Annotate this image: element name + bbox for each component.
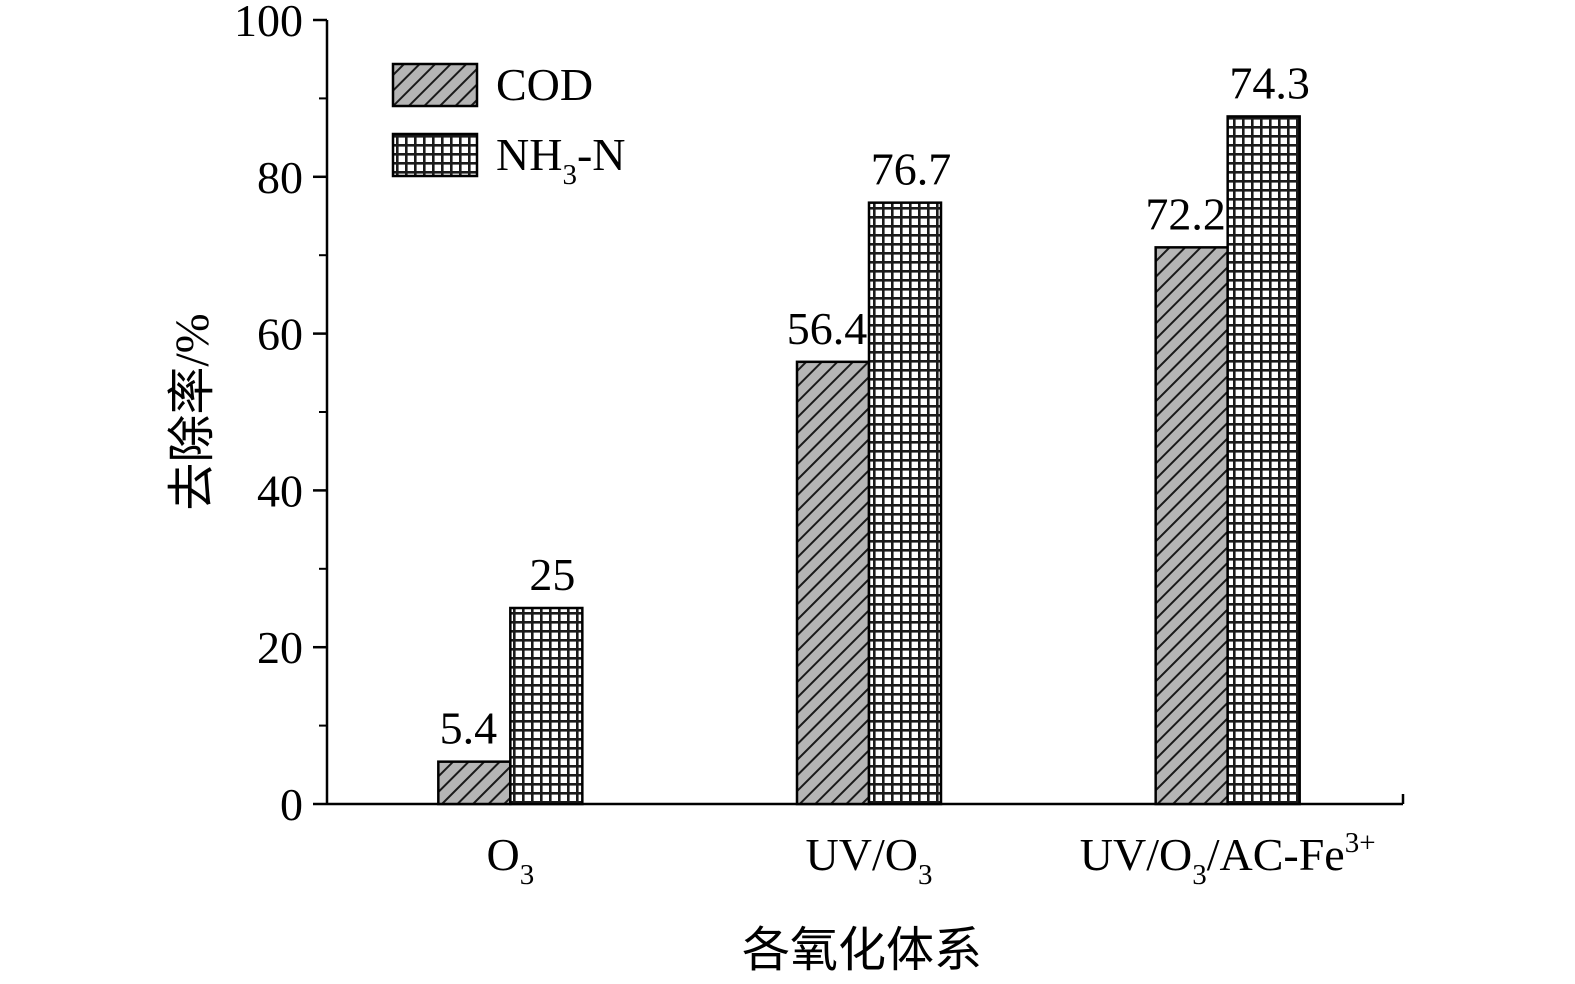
x-tick-label: UV/O3 (806, 829, 933, 891)
bar-nh3-n-1 (867, 201, 943, 806)
legend-label: COD (496, 59, 593, 110)
legend: COD NH3-N (391, 59, 626, 191)
y-tick-label: 40 (257, 465, 303, 516)
legend-swatch (391, 62, 479, 108)
data-label: 76.7 (871, 144, 952, 195)
bar-cod-0 (437, 760, 512, 806)
y-tick-label: 20 (257, 622, 303, 673)
labels: 5.4 25 O3 56.4 76.7 UV/O3 72.2 74.3 UV/O3/AC-Fe3… (440, 57, 1376, 891)
y-tick-label: 80 (257, 152, 303, 203)
bar-cod-2 (1154, 246, 1229, 806)
data-label: 25 (529, 549, 575, 600)
axes: 0 20 40 60 80 100 (234, 0, 1405, 830)
y-axis-title: 去除率/% (166, 313, 219, 510)
x-tick-label: O3 (486, 829, 534, 891)
bar-cod-1 (795, 360, 871, 806)
bars (437, 115, 1301, 806)
y-tick-label: 0 (280, 779, 303, 830)
data-label: 74.3 (1229, 57, 1310, 108)
bar-nh3-n-0 (509, 606, 584, 806)
y-tick-label: 100 (234, 0, 303, 46)
data-label: 56.4 (787, 303, 868, 354)
data-label: 72.2 (1145, 188, 1226, 239)
x-axis-title: 各氧化体系 (742, 924, 982, 977)
data-label: 5.4 (440, 703, 498, 754)
legend-label: NH3-N (496, 129, 626, 191)
bar-nh3-n-2 (1226, 115, 1301, 806)
y-tick-label: 60 (257, 309, 303, 360)
legend-swatch (391, 132, 479, 178)
x-tick-label: UV/O3/AC-Fe3+ (1080, 827, 1376, 891)
